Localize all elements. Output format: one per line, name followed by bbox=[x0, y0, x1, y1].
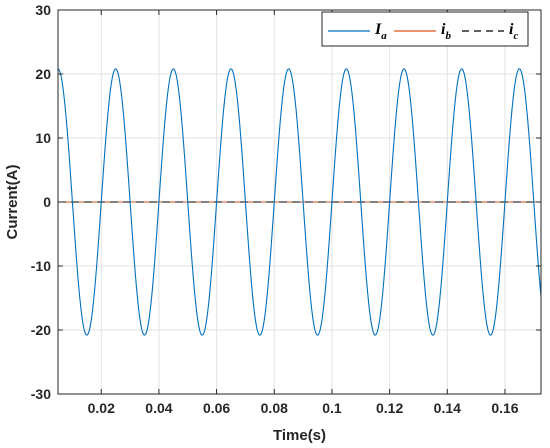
x-tick-label-5: 0.12 bbox=[376, 400, 403, 416]
y-tick-label-0: -30 bbox=[31, 386, 51, 402]
x-tick-label-7: 0.16 bbox=[491, 400, 518, 416]
y-tick-label-5: 20 bbox=[35, 66, 51, 82]
legend-label-ic: ic bbox=[509, 21, 518, 42]
x-tick-label-4: 0.1 bbox=[322, 400, 342, 416]
y-tick-label-2: -10 bbox=[31, 258, 51, 274]
x-tick-label-0: 0.02 bbox=[88, 400, 115, 416]
y-tick-label-6: 30 bbox=[35, 2, 51, 18]
axis-ticks: 0.02 0.04 0.06 0.08 0.1 0.12 0.14 0.16 -30 -20 -10… bbox=[31, 2, 541, 416]
y-axis-label: Current(A) bbox=[4, 165, 21, 240]
series-line-ia bbox=[58, 68, 541, 336]
legend-box bbox=[321, 11, 529, 47]
legend-label-main: i bbox=[509, 21, 514, 38]
x-tick-label-6: 0.14 bbox=[434, 400, 461, 416]
legend: Ia ib ic bbox=[321, 11, 529, 47]
legend-label-main: I bbox=[374, 21, 382, 38]
x-tick-label-1: 0.04 bbox=[145, 400, 172, 416]
legend-label-main: i bbox=[441, 21, 446, 38]
legend-label-subscript: b bbox=[445, 30, 451, 42]
legend-label-subscript: a bbox=[381, 30, 387, 42]
x-tick-label-2: 0.06 bbox=[203, 400, 230, 416]
legend-label-ia: Ia bbox=[374, 21, 387, 42]
y-tick-label-1: -20 bbox=[31, 322, 51, 338]
series-layer bbox=[58, 68, 541, 336]
y-tick-label-4: 10 bbox=[35, 130, 51, 146]
x-tick-label-3: 0.08 bbox=[261, 400, 288, 416]
legend-label-subscript: c bbox=[513, 30, 518, 42]
x-axis-label: Time(s) bbox=[273, 427, 326, 444]
y-tick-label-3: 0 bbox=[43, 194, 51, 210]
legend-label-ib: ib bbox=[441, 21, 451, 42]
